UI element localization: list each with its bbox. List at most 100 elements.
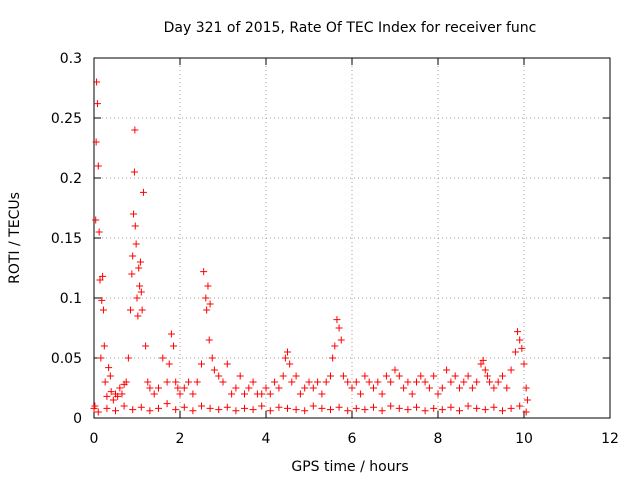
data-point (479, 356, 487, 364)
data-point (96, 276, 104, 284)
data-point (122, 378, 130, 386)
data-point (507, 366, 515, 374)
data-point (106, 372, 114, 380)
data-point (404, 406, 412, 414)
data-points (90, 78, 531, 416)
data-point (146, 407, 154, 415)
chart-title: Day 321 of 2015, Rate Of TEC Index for r… (164, 20, 537, 36)
data-point (335, 403, 343, 411)
data-point (203, 306, 211, 314)
data-point (97, 354, 105, 362)
data-point (139, 188, 147, 196)
data-point (210, 366, 218, 374)
data-point (180, 403, 188, 411)
x-tick-label: 4 (262, 431, 271, 447)
data-point (481, 406, 489, 414)
data-point (245, 384, 253, 392)
data-point (387, 378, 395, 386)
data-point (370, 384, 377, 392)
data-point (318, 390, 326, 398)
data-point (499, 407, 506, 415)
data-point (135, 264, 143, 272)
data-point (456, 384, 463, 392)
data-point (185, 378, 193, 386)
data-point (348, 384, 356, 392)
x-tick-label: 8 (434, 431, 443, 447)
data-point (172, 406, 180, 414)
data-point (262, 384, 270, 392)
y-tick-label: 0.25 (51, 111, 82, 127)
data-point (518, 344, 526, 352)
data-point (174, 384, 182, 392)
data-point (249, 406, 257, 414)
x-tick-label: 0 (90, 431, 99, 447)
data-point (464, 372, 472, 380)
data-point (523, 396, 531, 404)
data-point (361, 406, 369, 414)
data-point (144, 378, 152, 386)
data-point (208, 354, 216, 362)
data-point (94, 408, 102, 416)
data-point (361, 372, 369, 380)
data-point (205, 336, 213, 344)
data-point (522, 384, 530, 392)
data-point (413, 378, 420, 386)
data-point (494, 378, 502, 386)
data-point (305, 378, 313, 386)
y-tick-label: 0.3 (60, 51, 82, 67)
data-point (91, 402, 99, 410)
data-point (223, 403, 231, 411)
data-point (167, 330, 175, 338)
data-point (232, 384, 240, 392)
data-point (206, 300, 214, 308)
data-point (142, 342, 150, 350)
y-axis-label: ROTI / TECUs (7, 192, 23, 284)
data-point (127, 306, 135, 314)
data-point (103, 392, 111, 400)
data-point (204, 282, 212, 290)
data-point (136, 282, 144, 290)
data-point (292, 406, 300, 414)
data-point (275, 403, 283, 411)
data-point (215, 372, 223, 380)
data-point (514, 328, 522, 336)
data-point (430, 372, 438, 380)
data-point (200, 268, 208, 276)
data-point (391, 366, 399, 374)
data-point (163, 378, 171, 386)
data-point (309, 402, 317, 410)
data-point (98, 296, 106, 304)
data-point (382, 372, 390, 380)
data-point (271, 378, 279, 386)
data-point (249, 378, 257, 386)
data-point (301, 384, 309, 392)
data-point (159, 354, 167, 362)
x-tick-label: 6 (348, 431, 357, 447)
data-point (296, 390, 304, 398)
data-point (131, 222, 139, 230)
data-point (486, 378, 494, 386)
data-point (92, 216, 100, 224)
data-point (417, 372, 425, 380)
y-tick-label: 0.05 (51, 351, 82, 367)
data-point (275, 384, 283, 392)
data-point (116, 384, 124, 392)
data-point (421, 407, 429, 415)
data-point (374, 378, 382, 386)
data-point (128, 270, 136, 278)
data-point (352, 378, 360, 386)
data-point (103, 404, 111, 412)
data-point (318, 404, 326, 412)
data-point (516, 336, 524, 344)
y-tick-label: 0.15 (51, 231, 82, 247)
data-point (443, 366, 451, 374)
data-point (314, 378, 322, 386)
data-point (490, 384, 498, 392)
data-point (95, 228, 103, 236)
data-point (180, 384, 188, 392)
data-point (456, 407, 463, 415)
data-point (136, 258, 144, 266)
data-point (421, 378, 429, 386)
